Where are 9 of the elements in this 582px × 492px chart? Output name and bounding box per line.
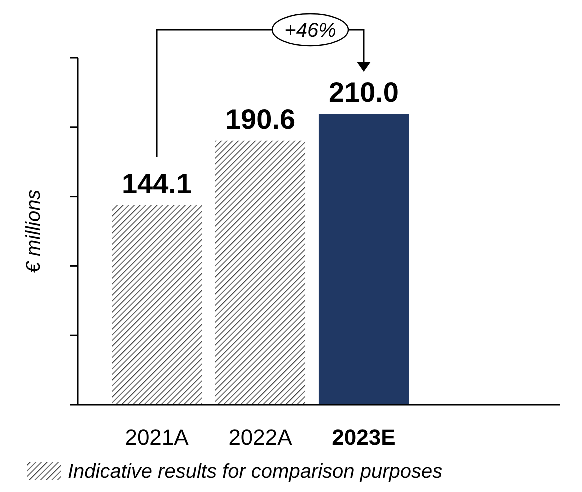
data-label: 190.6 — [225, 104, 296, 135]
y-axis-title: € millions — [23, 190, 45, 274]
x-tick-label: 2023E — [332, 425, 396, 450]
x-tick-label: 2021A — [125, 425, 190, 450]
x-tick-label: 2022A — [228, 425, 293, 450]
text: +46% — [284, 20, 336, 42]
data-label: 144.1 — [122, 168, 192, 200]
data-label: 210.0 — [328, 77, 400, 108]
legend-label: Indicative results for comparison purposes — [68, 461, 443, 483]
